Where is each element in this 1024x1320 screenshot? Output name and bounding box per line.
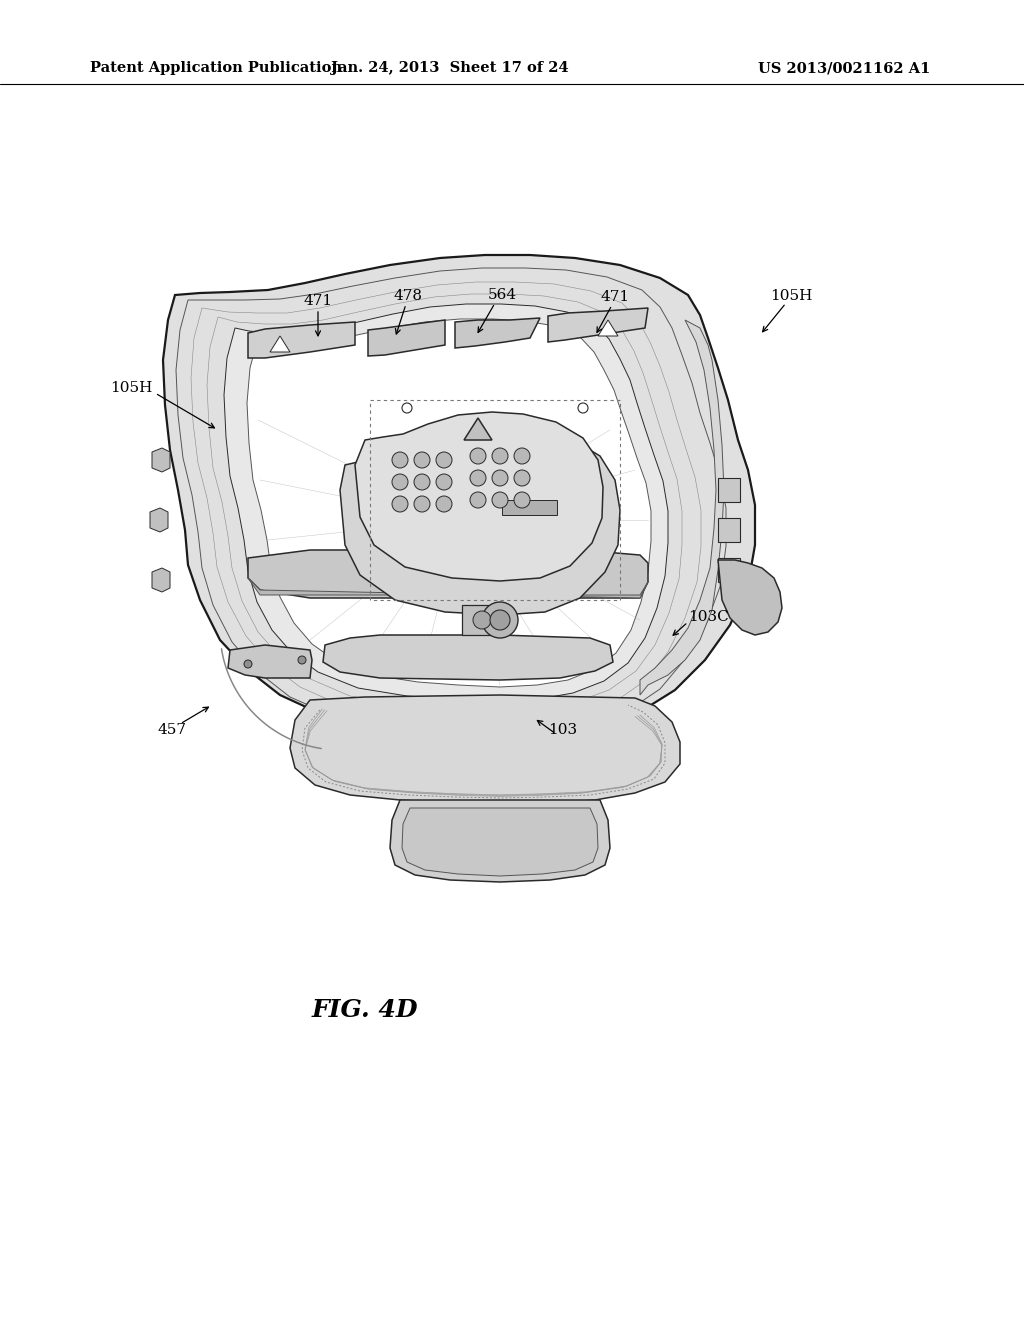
Bar — [718, 558, 740, 582]
Text: US 2013/0021162 A1: US 2013/0021162 A1 — [758, 61, 930, 75]
Text: 478: 478 — [393, 289, 423, 304]
Bar — [718, 517, 740, 543]
Polygon shape — [228, 645, 312, 678]
Circle shape — [414, 451, 430, 469]
Polygon shape — [464, 418, 492, 440]
Polygon shape — [152, 568, 170, 591]
Text: 564: 564 — [487, 288, 516, 302]
Text: FIG. 4D: FIG. 4D — [311, 998, 418, 1022]
Circle shape — [244, 660, 252, 668]
Polygon shape — [248, 550, 648, 598]
Circle shape — [514, 447, 530, 465]
Circle shape — [414, 496, 430, 512]
Circle shape — [492, 492, 508, 508]
Circle shape — [490, 610, 510, 630]
Polygon shape — [248, 322, 355, 358]
Circle shape — [492, 470, 508, 486]
Text: 471: 471 — [600, 290, 630, 304]
Circle shape — [392, 496, 408, 512]
Polygon shape — [390, 800, 610, 882]
Polygon shape — [340, 425, 620, 615]
Polygon shape — [718, 560, 782, 635]
Circle shape — [492, 447, 508, 465]
Circle shape — [414, 474, 430, 490]
Text: 457: 457 — [158, 723, 186, 737]
Text: Patent Application Publication: Patent Application Publication — [90, 61, 342, 75]
Circle shape — [402, 403, 412, 413]
Circle shape — [392, 451, 408, 469]
Circle shape — [298, 656, 306, 664]
Text: Jan. 24, 2013  Sheet 17 of 24: Jan. 24, 2013 Sheet 17 of 24 — [331, 61, 568, 75]
Circle shape — [578, 403, 588, 413]
Circle shape — [392, 474, 408, 490]
Polygon shape — [152, 447, 170, 473]
Polygon shape — [598, 319, 618, 337]
Polygon shape — [247, 319, 651, 686]
Polygon shape — [323, 635, 613, 680]
Circle shape — [436, 496, 452, 512]
Text: 471: 471 — [303, 294, 333, 308]
Polygon shape — [163, 255, 755, 737]
Bar — [718, 478, 740, 502]
Polygon shape — [150, 508, 168, 532]
Bar — [462, 605, 502, 635]
Circle shape — [473, 611, 490, 630]
Circle shape — [470, 447, 486, 465]
Polygon shape — [224, 304, 668, 701]
Circle shape — [436, 474, 452, 490]
Text: 105H: 105H — [110, 381, 153, 395]
Polygon shape — [455, 318, 540, 348]
Polygon shape — [355, 412, 603, 581]
Text: 105H: 105H — [770, 289, 812, 304]
Polygon shape — [640, 319, 724, 696]
Bar — [502, 500, 557, 515]
Circle shape — [514, 492, 530, 508]
Circle shape — [436, 451, 452, 469]
Polygon shape — [248, 578, 648, 598]
Polygon shape — [368, 319, 445, 356]
Circle shape — [514, 470, 530, 486]
Circle shape — [470, 492, 486, 508]
Circle shape — [470, 470, 486, 486]
Text: 103: 103 — [548, 723, 578, 737]
Polygon shape — [548, 308, 648, 342]
Circle shape — [482, 602, 518, 638]
Text: 103C: 103C — [688, 610, 729, 624]
Polygon shape — [402, 808, 598, 876]
Polygon shape — [270, 337, 290, 352]
Bar — [370, 400, 620, 601]
Polygon shape — [290, 696, 680, 804]
